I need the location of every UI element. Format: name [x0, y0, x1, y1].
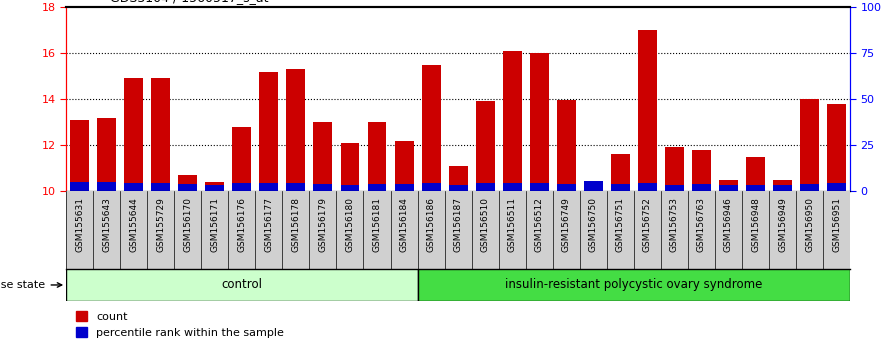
Text: GSM156950: GSM156950: [805, 198, 814, 252]
Text: GSM156176: GSM156176: [237, 198, 247, 252]
Text: GSM156510: GSM156510: [481, 198, 490, 252]
Bar: [529, 53, 549, 191]
Text: GSM156763: GSM156763: [697, 198, 706, 252]
Text: GSM156951: GSM156951: [833, 198, 841, 252]
Bar: [205, 182, 225, 191]
Bar: [719, 185, 738, 191]
Bar: [422, 65, 440, 191]
Bar: [774, 180, 792, 191]
Text: GSM156753: GSM156753: [670, 198, 679, 252]
Bar: [476, 183, 494, 191]
Bar: [476, 101, 494, 191]
Bar: [638, 183, 657, 191]
Bar: [611, 154, 630, 191]
Bar: [827, 183, 846, 191]
Text: GSM156178: GSM156178: [292, 198, 300, 252]
Bar: [70, 182, 89, 191]
Text: GSM156186: GSM156186: [426, 198, 435, 252]
Text: GSM156187: GSM156187: [454, 198, 463, 252]
Bar: [800, 99, 819, 191]
Bar: [124, 79, 143, 191]
Text: GSM156512: GSM156512: [535, 198, 544, 252]
Bar: [233, 127, 251, 191]
Text: GSM155729: GSM155729: [156, 198, 166, 252]
Text: insulin-resistant polycystic ovary syndrome: insulin-resistant polycystic ovary syndr…: [505, 279, 763, 291]
Text: GSM156749: GSM156749: [562, 198, 571, 252]
Text: GDS3104 / 1560517_s_at: GDS3104 / 1560517_s_at: [110, 0, 269, 4]
Bar: [503, 183, 522, 191]
Bar: [557, 100, 575, 191]
Bar: [259, 72, 278, 191]
Bar: [665, 185, 684, 191]
Text: GSM156750: GSM156750: [589, 198, 598, 252]
Bar: [557, 184, 575, 191]
Bar: [233, 183, 251, 191]
Text: GSM156179: GSM156179: [318, 198, 328, 252]
Bar: [611, 184, 630, 191]
Bar: [800, 184, 819, 191]
FancyBboxPatch shape: [66, 269, 418, 301]
Bar: [314, 184, 332, 191]
Bar: [367, 122, 387, 191]
Bar: [746, 156, 765, 191]
Bar: [205, 185, 225, 191]
Bar: [395, 184, 413, 191]
Bar: [286, 183, 306, 191]
Text: GSM156181: GSM156181: [373, 198, 381, 252]
Text: GSM155644: GSM155644: [130, 198, 138, 252]
Bar: [340, 185, 359, 191]
Text: GSM156946: GSM156946: [724, 198, 733, 252]
Bar: [692, 184, 711, 191]
Bar: [152, 79, 170, 191]
Text: GSM156511: GSM156511: [507, 198, 516, 252]
Bar: [124, 183, 143, 191]
Bar: [97, 118, 116, 191]
Text: GSM156751: GSM156751: [616, 198, 625, 252]
Text: control: control: [221, 279, 263, 291]
Bar: [395, 141, 413, 191]
Bar: [314, 122, 332, 191]
Bar: [178, 175, 197, 191]
Bar: [665, 147, 684, 191]
Bar: [692, 150, 711, 191]
Text: GSM156170: GSM156170: [183, 198, 192, 252]
Bar: [422, 183, 440, 191]
Bar: [719, 180, 738, 191]
FancyBboxPatch shape: [418, 269, 850, 301]
Bar: [340, 143, 359, 191]
Bar: [827, 104, 846, 191]
Bar: [529, 183, 549, 191]
Text: GSM156949: GSM156949: [778, 198, 787, 252]
Text: disease state: disease state: [0, 280, 62, 290]
Text: GSM156948: GSM156948: [751, 198, 760, 252]
Text: GSM155643: GSM155643: [102, 198, 111, 252]
Text: GSM156171: GSM156171: [211, 198, 219, 252]
Bar: [286, 69, 306, 191]
Legend: count, percentile rank within the sample: count, percentile rank within the sample: [71, 307, 288, 342]
Bar: [584, 183, 603, 191]
Text: GSM156177: GSM156177: [264, 198, 273, 252]
Bar: [584, 181, 603, 191]
Bar: [152, 183, 170, 191]
Bar: [638, 30, 657, 191]
Text: GSM155631: GSM155631: [75, 198, 84, 252]
Bar: [367, 184, 387, 191]
Text: GSM156752: GSM156752: [643, 198, 652, 252]
Bar: [178, 184, 197, 191]
Bar: [503, 51, 522, 191]
Bar: [774, 185, 792, 191]
Bar: [448, 185, 468, 191]
Bar: [259, 183, 278, 191]
Bar: [70, 120, 89, 191]
Text: GSM156180: GSM156180: [345, 198, 354, 252]
Bar: [97, 182, 116, 191]
Bar: [448, 166, 468, 191]
Bar: [746, 185, 765, 191]
Text: GSM156184: GSM156184: [400, 198, 409, 252]
